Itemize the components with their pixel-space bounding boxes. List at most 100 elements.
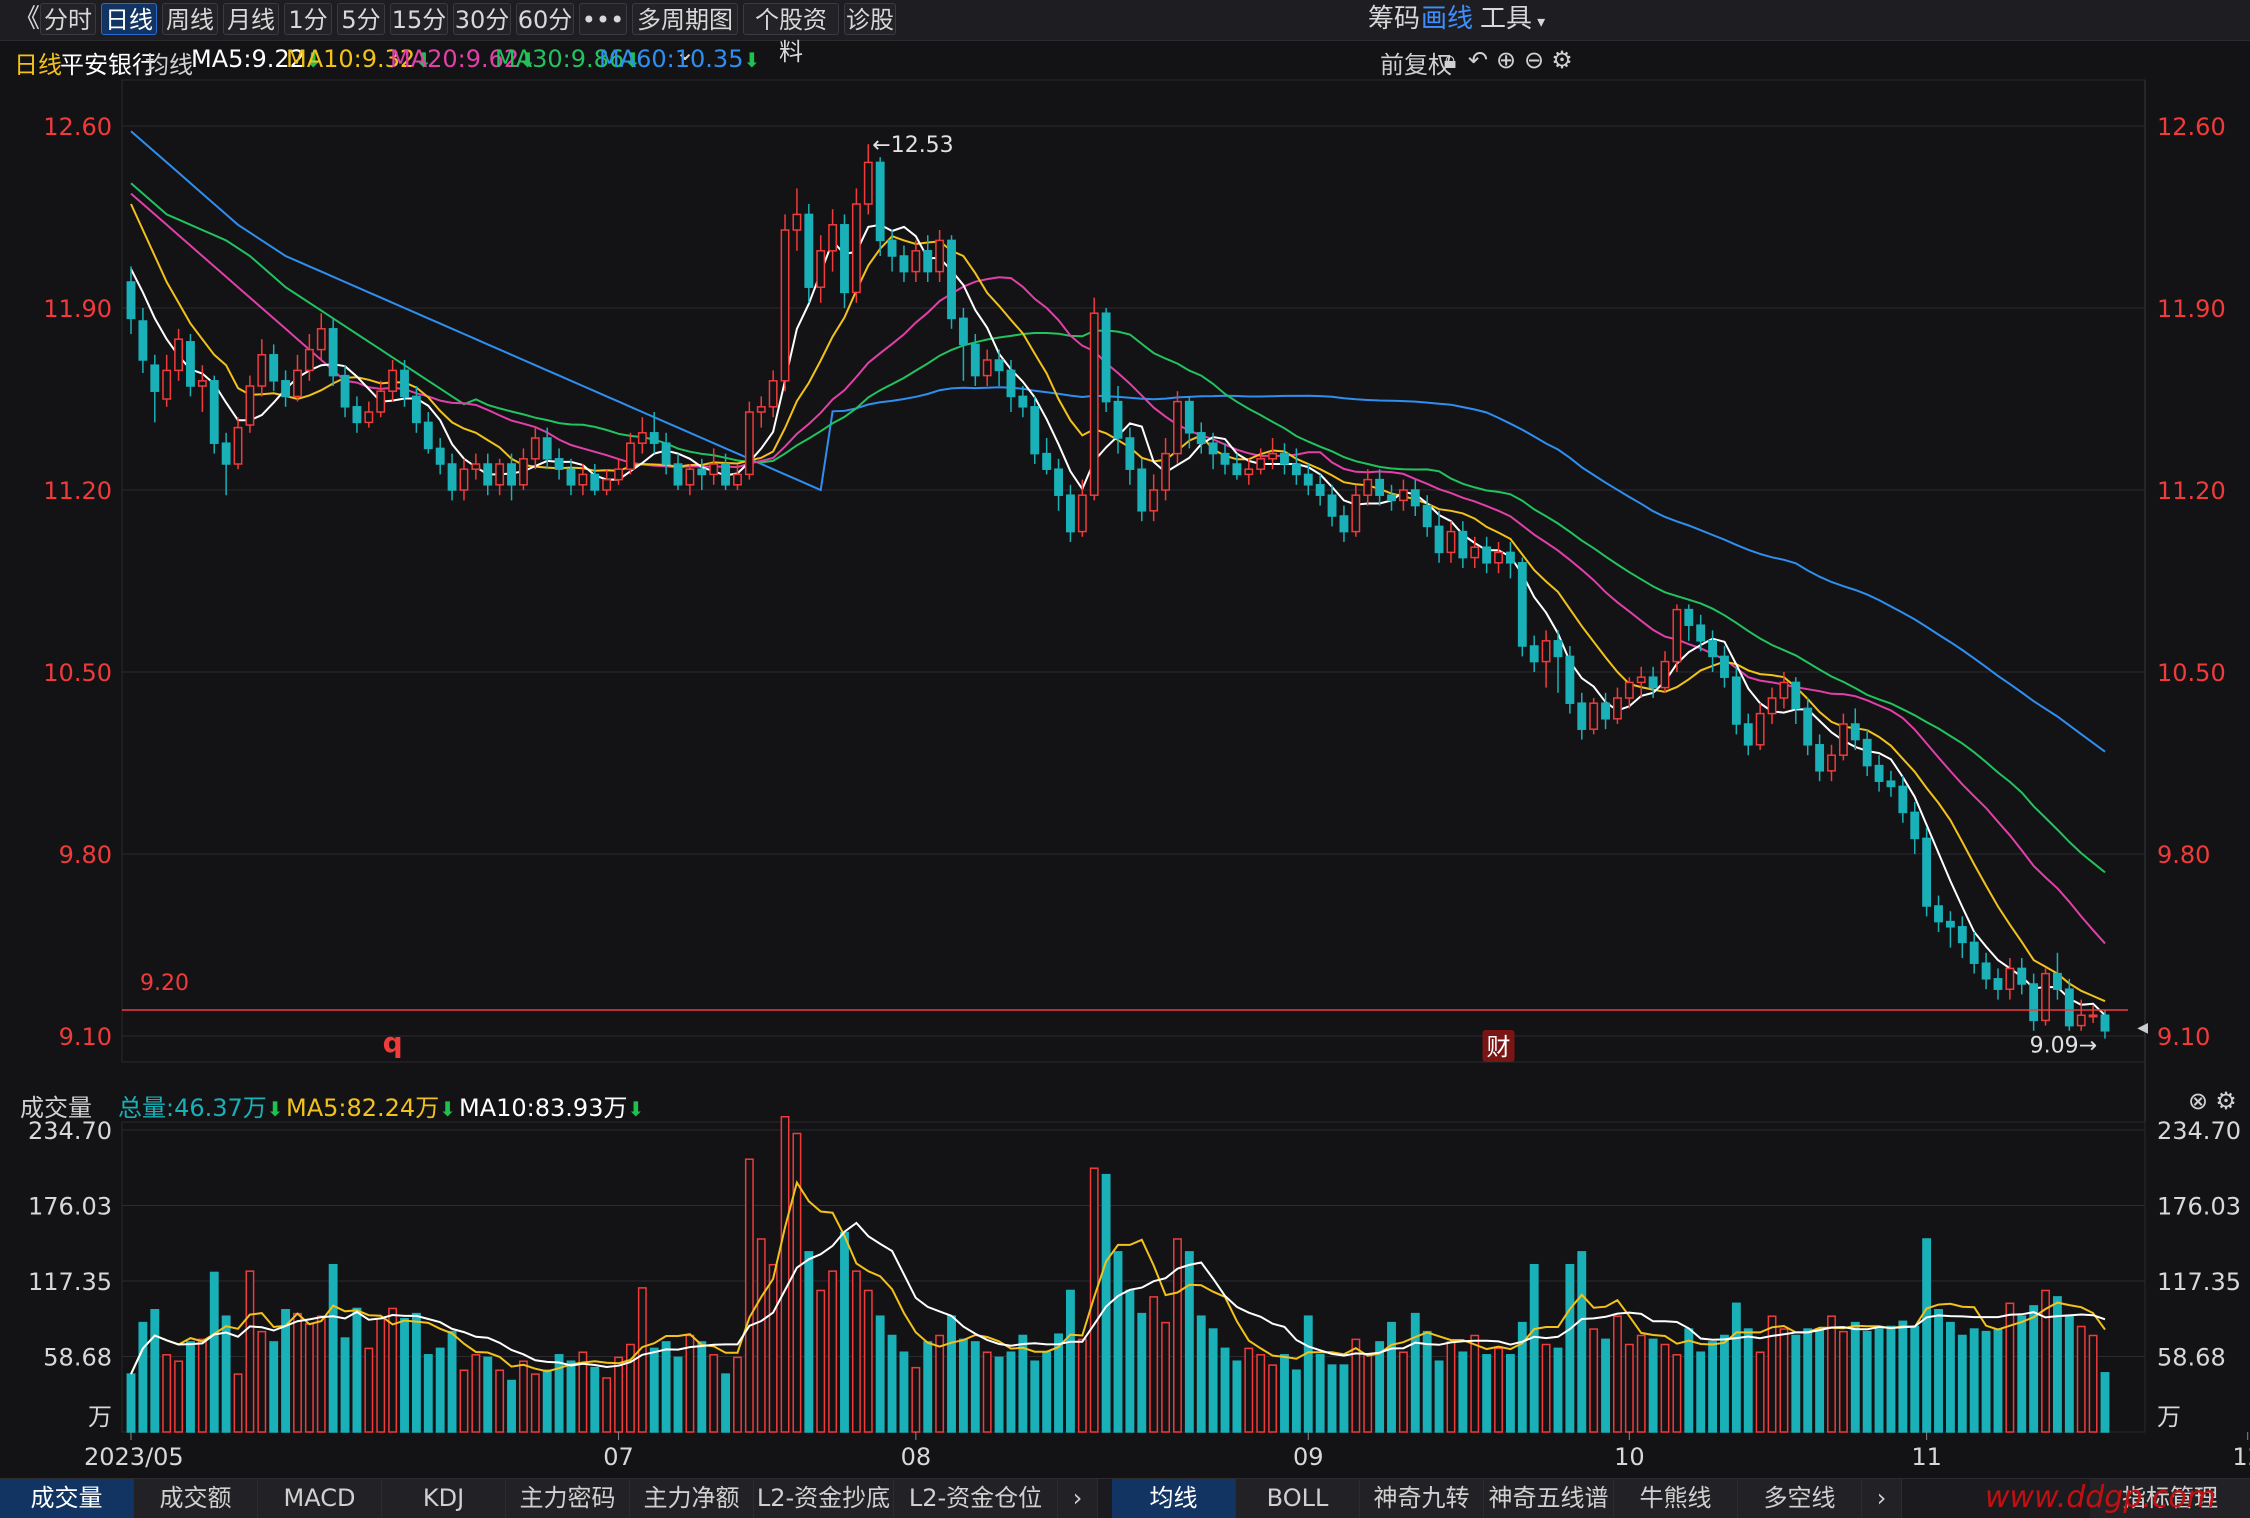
- candle: [1339, 505, 1349, 542]
- volume-bar: [697, 1341, 707, 1433]
- indicator-info-bar: 日线 平安银行 均线 MA5:9.22⬇ MA10:9.32⬇ MA20:9.6…: [0, 41, 2250, 79]
- stock-info-button[interactable]: 个股资料: [743, 3, 839, 66]
- candle: [1244, 458, 1254, 485]
- settings-gear-icon[interactable]: ⚙: [1551, 46, 1573, 74]
- zoom-out-icon[interactable]: ⊖: [1523, 46, 1545, 74]
- candle-body: [1731, 676, 1741, 725]
- period-tab-1min[interactable]: 1分: [284, 3, 332, 35]
- lock-icon[interactable]: 🔒︎: [1443, 46, 1457, 74]
- tab-l2-position[interactable]: L2-资金仓位: [894, 1479, 1058, 1518]
- candle-body: [1375, 478, 1385, 496]
- period-tab-daily[interactable]: 日线: [101, 3, 157, 35]
- candle-body: [1517, 562, 1527, 647]
- candle: [1137, 458, 1147, 522]
- indicator-manage-button[interactable]: 指标管理: [2090, 1479, 2250, 1518]
- zoom-in-icon[interactable]: ⊕: [1495, 46, 1517, 74]
- date-label: 07: [603, 1443, 634, 1471]
- candle: [423, 412, 433, 454]
- tab-macd[interactable]: MACD: [258, 1479, 382, 1518]
- candle-body: [875, 161, 885, 242]
- candle: [495, 458, 505, 496]
- candle-body: [459, 468, 469, 491]
- candle: [1161, 438, 1171, 501]
- chevron-right-icon[interactable]: ›: [1058, 1479, 1098, 1518]
- period-tab-15min[interactable]: 15分: [390, 3, 448, 35]
- volume-total: 总量:46.37万⬇: [118, 1088, 284, 1123]
- candle-body: [1529, 645, 1539, 663]
- back-icon[interactable]: 《: [14, 4, 41, 34]
- candle: [816, 235, 826, 303]
- period-tab-60min[interactable]: 60分: [516, 3, 574, 35]
- volume-tick-left: 234.70: [28, 1117, 112, 1145]
- chevron-right-icon[interactable]: ›: [1862, 1479, 1902, 1518]
- candle-body: [982, 359, 992, 377]
- tab-l2-bottom[interactable]: L2-资金抄底: [754, 1479, 894, 1518]
- volume-bar: [1054, 1333, 1063, 1433]
- tab-ma[interactable]: 均线: [1112, 1479, 1236, 1518]
- tab-magic-five[interactable]: 神奇五线谱: [1484, 1479, 1614, 1518]
- tab-kdj[interactable]: KDJ: [382, 1479, 506, 1518]
- candle-body: [352, 406, 362, 424]
- tab-magic-nine[interactable]: 神奇九转: [1360, 1479, 1484, 1518]
- tab-volume[interactable]: 成交量: [0, 1479, 134, 1518]
- period-tab-30min[interactable]: 30分: [453, 3, 511, 35]
- tab-turnover[interactable]: 成交额: [134, 1479, 258, 1518]
- candle-body: [1434, 525, 1444, 554]
- volume-bar: [471, 1354, 481, 1433]
- tab-boll[interactable]: BOLL: [1236, 1479, 1360, 1518]
- candle: [1981, 952, 1991, 990]
- volume-bar: [1577, 1251, 1587, 1433]
- volume-bar: [1601, 1338, 1610, 1433]
- undo-icon[interactable]: ↶: [1467, 46, 1489, 74]
- event-marker-q: q: [383, 1026, 403, 1059]
- more-periods-button[interactable]: •••: [579, 3, 627, 35]
- diagnose-button[interactable]: 诊股: [844, 3, 896, 35]
- period-tab-weekly[interactable]: 周线: [162, 3, 218, 35]
- ma-label[interactable]: 均线: [145, 51, 193, 79]
- candle-body: [1553, 640, 1563, 658]
- candle: [602, 469, 612, 496]
- volume-bar: [804, 1251, 814, 1433]
- volume-bar: [1065, 1289, 1075, 1433]
- candle-body: [637, 432, 647, 444]
- chips-button[interactable]: 筹码: [1368, 4, 1421, 34]
- candle-body: [483, 463, 493, 486]
- volume-label[interactable]: 成交量: [20, 1094, 92, 1122]
- candle-body: [1993, 978, 2003, 990]
- volume-bar: [1874, 1328, 1884, 1433]
- candle-body: [1743, 723, 1753, 746]
- period-tab-5min[interactable]: 5分: [337, 3, 385, 35]
- price-panel-frame: [121, 79, 2146, 1063]
- volume-info-bar: 成交量 总量:46.37万⬇ MA5:82.24万⬇ MA10:83.93万⬇ …: [0, 1084, 2250, 1123]
- settings-gear-icon[interactable]: ⚙: [2215, 1087, 2237, 1115]
- draw-button[interactable]: 画线: [1421, 4, 1474, 34]
- tab-bull-bear[interactable]: 牛熊线: [1614, 1479, 1738, 1518]
- volume-bar: [1553, 1347, 1563, 1433]
- candle: [1065, 484, 1075, 542]
- candle: [1957, 916, 1967, 958]
- close-icon[interactable]: ⊗: [2187, 1087, 2209, 1115]
- candle-body: [792, 213, 802, 231]
- candle-body: [1827, 754, 1836, 772]
- candle-body: [1624, 681, 1634, 699]
- tools-button[interactable]: 工具 ▾: [1480, 3, 1545, 35]
- period-tab-fenshi[interactable]: 分时: [40, 3, 96, 35]
- volume-bar: [1113, 1251, 1123, 1433]
- candle: [304, 334, 314, 381]
- candle-body: [804, 213, 814, 288]
- date-label: 11: [1911, 1443, 1942, 1471]
- candle: [1731, 666, 1741, 735]
- tab-main-force-code[interactable]: 主力密码: [506, 1479, 630, 1518]
- adjust-mode-button[interactable]: 前复权: [1380, 51, 1452, 79]
- volume-bar: [1529, 1263, 1539, 1433]
- candle-body: [2005, 967, 2015, 990]
- multi-period-dropdown[interactable]: 多周期图 ⌄: [632, 3, 738, 66]
- tab-long-short[interactable]: 多空线: [1738, 1479, 1862, 1518]
- volume-bar: [1779, 1328, 1789, 1433]
- tab-main-force-net[interactable]: 主力净额: [630, 1479, 754, 1518]
- candle: [1006, 360, 1016, 412]
- period-tab-monthly[interactable]: 月线: [223, 3, 279, 35]
- price-tick-right: 10.50: [2157, 659, 2226, 687]
- volume-bar: [1862, 1330, 1872, 1433]
